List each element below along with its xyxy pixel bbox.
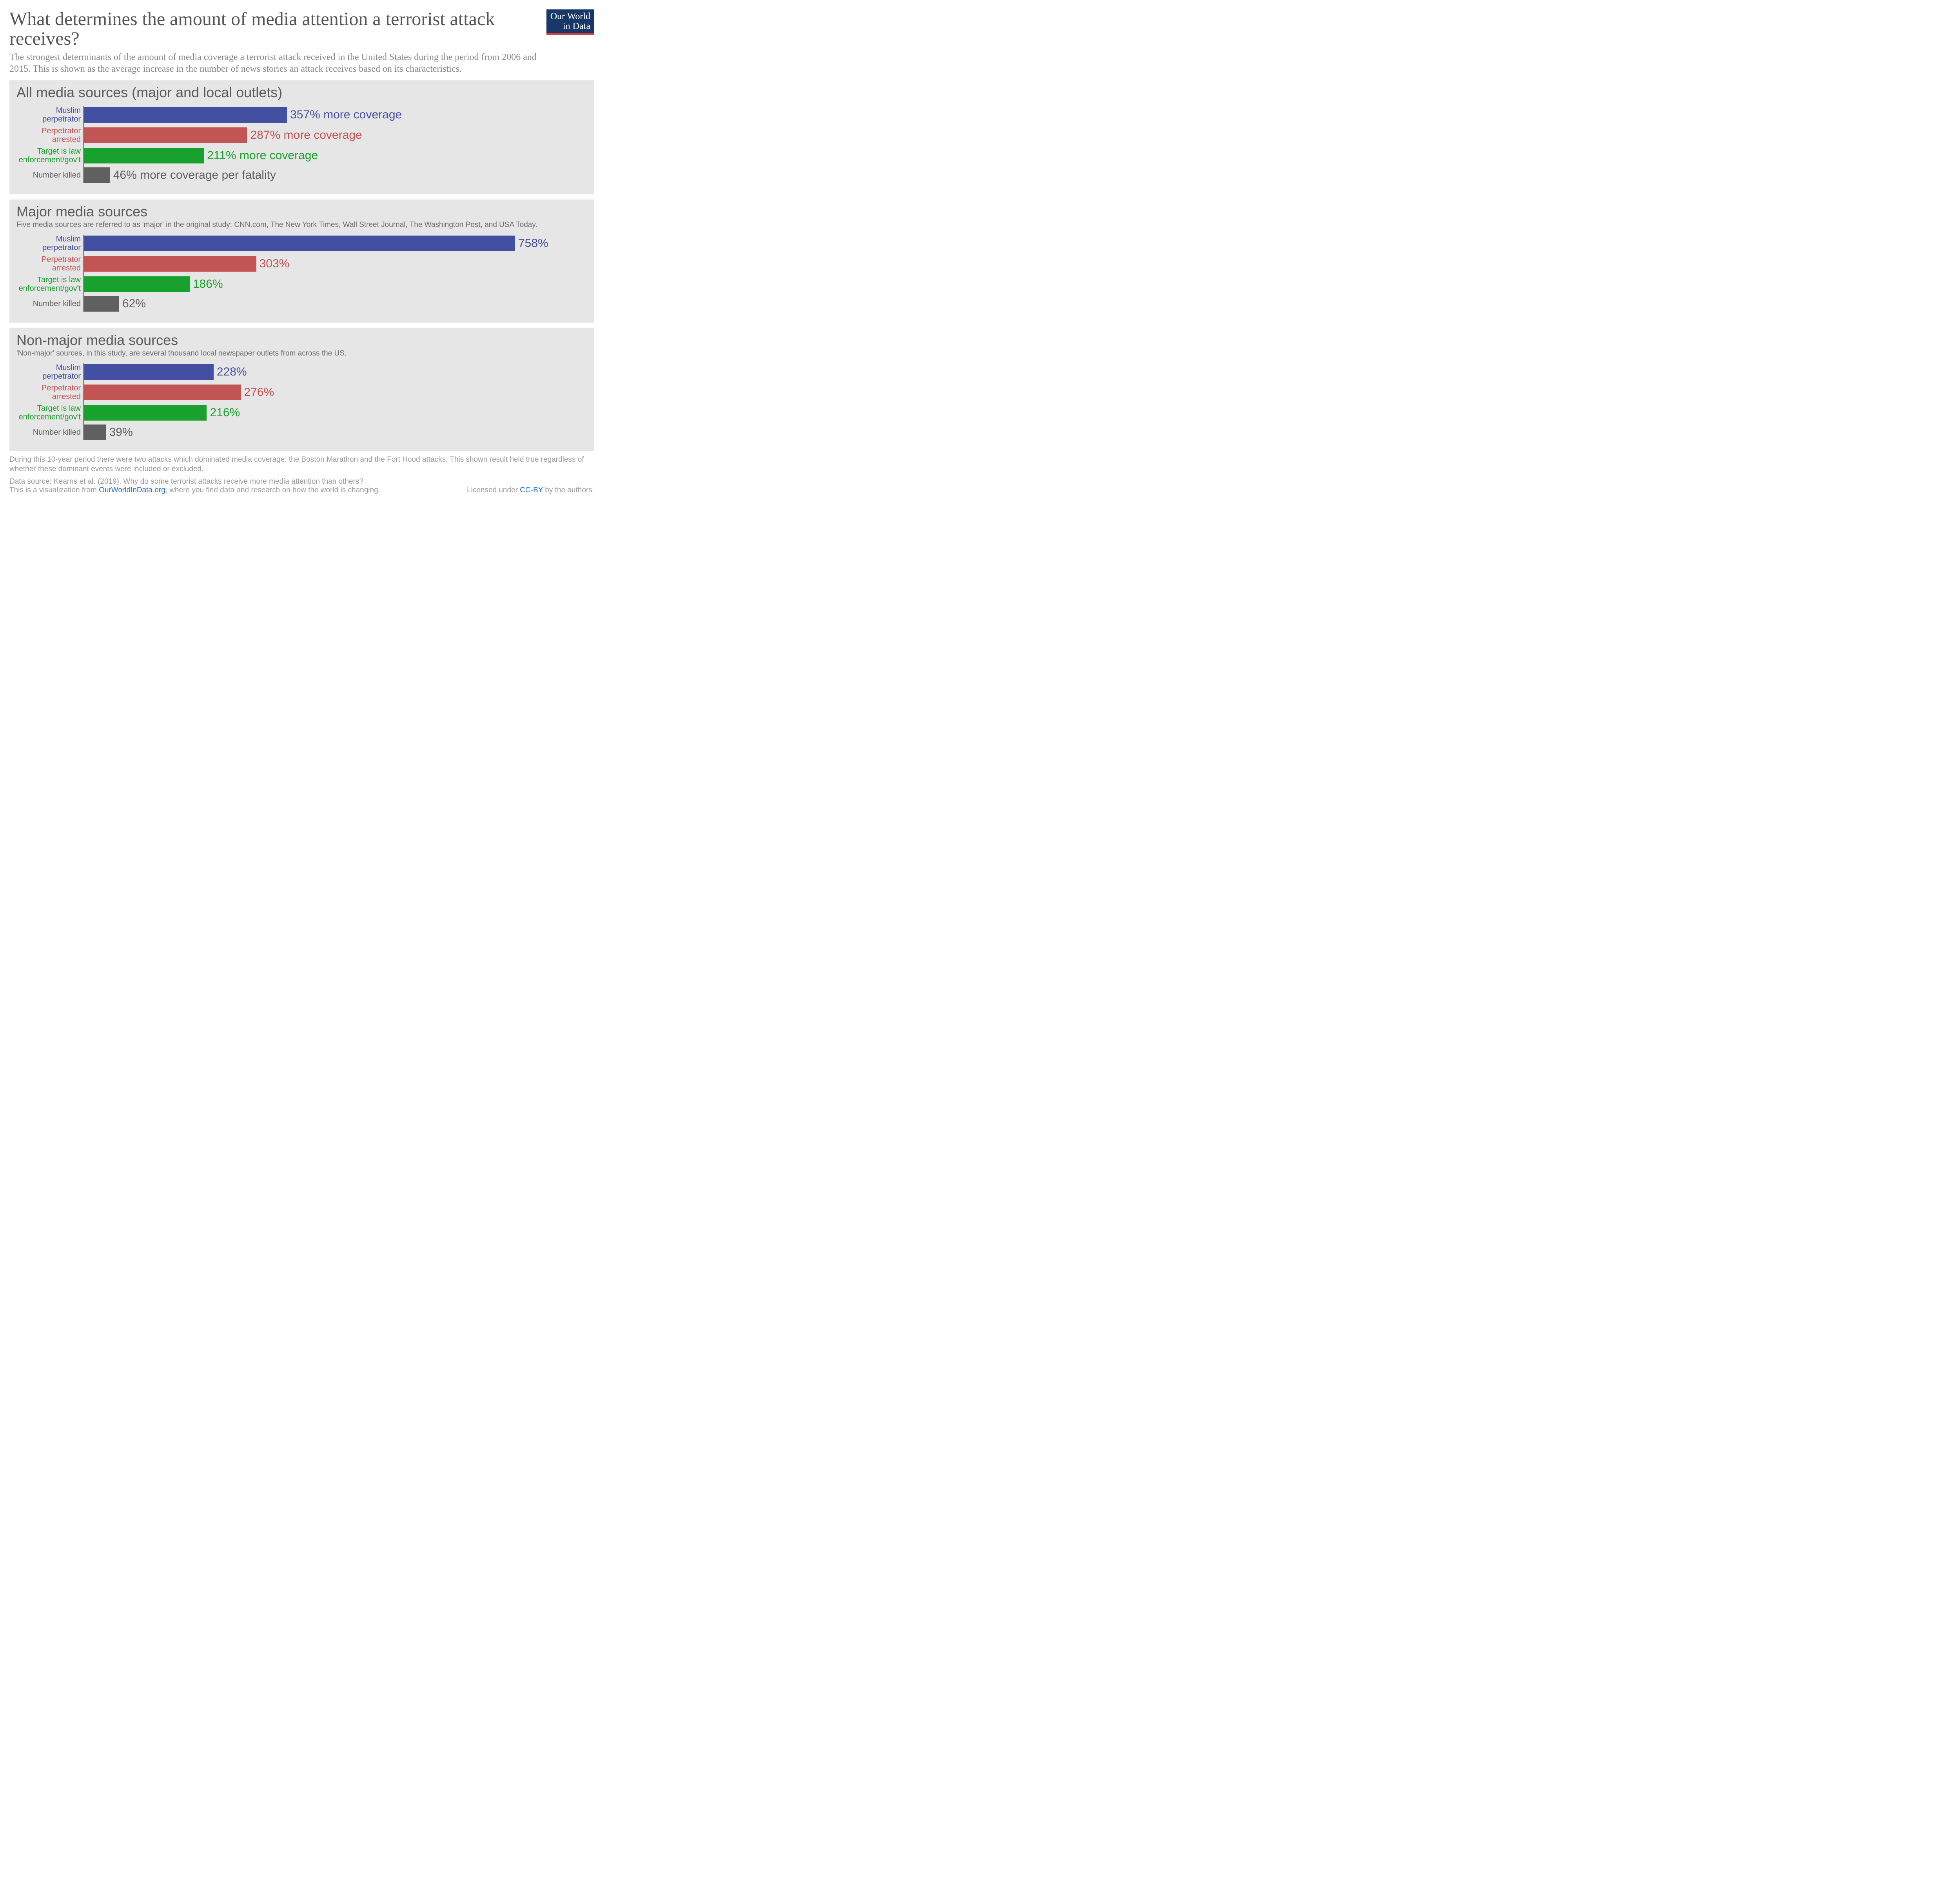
bar-row: Target is law enforcement/gov't216% — [84, 404, 587, 421]
bar-category-label: Perpetrator arrested — [17, 255, 84, 272]
bar-row: Target is law enforcement/gov't211% more… — [84, 147, 587, 164]
byline-prefix: This is a visualization from — [9, 486, 99, 494]
license-link[interactable]: CC-BY — [520, 486, 543, 494]
bar — [84, 364, 214, 380]
bar-row: Perpetrator arrested287% more coverage — [84, 127, 587, 144]
bar-value-label: 758% — [515, 237, 548, 250]
license-suffix: by the authors. — [543, 486, 594, 494]
bar — [84, 385, 241, 400]
bar-row: Perpetrator arrested303% — [84, 255, 587, 272]
bar — [84, 236, 515, 251]
bar-row: Number killed39% — [84, 425, 587, 440]
bar — [84, 276, 190, 292]
bar-category-label: Perpetrator arrested — [17, 127, 84, 144]
license-prefix: Licensed under — [467, 486, 520, 494]
bar-category-label: Target is law enforcement/gov't — [17, 147, 84, 164]
page-title: What determines the amount of media atte… — [9, 9, 539, 49]
bar — [84, 405, 207, 421]
bar-category-label: Number killed — [17, 299, 84, 308]
bar — [84, 127, 247, 143]
bar — [84, 425, 106, 440]
bar — [84, 148, 204, 163]
bar-area: Muslim perpetrator758% Perpetrator arrest… — [83, 235, 587, 312]
bar-area: Muslim perpetrator228% Perpetrator arrest… — [83, 363, 587, 440]
chart-panel: All media sources (major and local outle… — [9, 80, 594, 194]
bar — [84, 256, 256, 272]
bar-category-label: Target is law enforcement/gov't — [17, 276, 84, 293]
bar-category-label: Number killed — [17, 171, 84, 180]
data-source: Data source: Kearns et al. (2019). Why d… — [9, 477, 380, 486]
bar-category-label: Target is law enforcement/gov't — [17, 404, 84, 421]
bar-row: Number killed62% — [84, 296, 587, 312]
bar-value-label: 186% — [190, 278, 223, 291]
bar-row: Number killed46% more coverage per fatal… — [84, 167, 587, 183]
footer: Data source: Kearns et al. (2019). Why d… — [9, 477, 594, 495]
chart-panel: Non-major media sources'Non-major' sourc… — [9, 328, 594, 451]
panel-subtitle: 'Non-major' sources, in this study, are … — [16, 349, 587, 358]
bar-value-label: 276% — [241, 386, 274, 399]
panel-title: Non-major media sources — [16, 332, 587, 348]
bar-row: Muslim perpetrator228% — [84, 363, 587, 381]
bar-value-label: 287% more coverage — [247, 129, 362, 142]
bar-category-label: Muslim perpetrator — [17, 106, 84, 123]
bar — [84, 167, 110, 183]
page-subtitle: The strongest determinants of the amount… — [9, 51, 539, 75]
logo-line2: in Data — [550, 22, 590, 31]
byline: This is a visualization from OurWorldInD… — [9, 486, 380, 495]
panel-title: Major media sources — [16, 203, 587, 220]
panels-container: All media sources (major and local outle… — [9, 80, 594, 451]
byline-link[interactable]: OurWorldInData.org — [99, 486, 165, 494]
bar-row: Muslim perpetrator357% more coverage — [84, 106, 587, 123]
header: What determines the amount of media atte… — [9, 9, 594, 75]
bar-row: Perpetrator arrested276% — [84, 384, 587, 401]
bar-row: Target is law enforcement/gov't186% — [84, 276, 587, 293]
footer-left: Data source: Kearns et al. (2019). Why d… — [9, 477, 380, 495]
bar-value-label: 357% more coverage — [287, 108, 402, 122]
bar-value-label: 62% — [119, 297, 146, 310]
license: Licensed under CC-BY by the authors. — [467, 486, 594, 495]
owid-logo: Our World in Data — [546, 9, 594, 35]
bar-category-label: Number killed — [17, 428, 84, 437]
bar-category-label: Muslim perpetrator — [17, 235, 84, 252]
bar-value-label: 303% — [256, 257, 290, 270]
bar-value-label: 216% — [207, 406, 240, 419]
bar — [84, 107, 287, 123]
bar-value-label: 46% more coverage per fatality — [110, 169, 276, 182]
bar-value-label: 39% — [106, 426, 133, 439]
bar-value-label: 211% more coverage — [204, 149, 318, 162]
panel-subtitle: Five media sources are referred to as 'm… — [16, 221, 587, 229]
bar-value-label: 228% — [214, 365, 247, 379]
title-block: What determines the amount of media atte… — [9, 9, 546, 75]
bar-category-label: Perpetrator arrested — [17, 384, 84, 401]
bar — [84, 296, 119, 312]
bar-category-label: Muslim perpetrator — [17, 363, 84, 381]
panel-title: All media sources (major and local outle… — [16, 84, 587, 101]
byline-suffix: , where you find data and research on ho… — [165, 486, 380, 494]
chart-panel: Major media sourcesFive media sources ar… — [9, 200, 594, 323]
footnote: During this 10-year period there were tw… — [9, 455, 594, 474]
bar-area: Muslim perpetrator357% more coverage Perp… — [83, 106, 587, 183]
bar-row: Muslim perpetrator758% — [84, 235, 587, 252]
logo-line1: Our World — [550, 12, 590, 22]
